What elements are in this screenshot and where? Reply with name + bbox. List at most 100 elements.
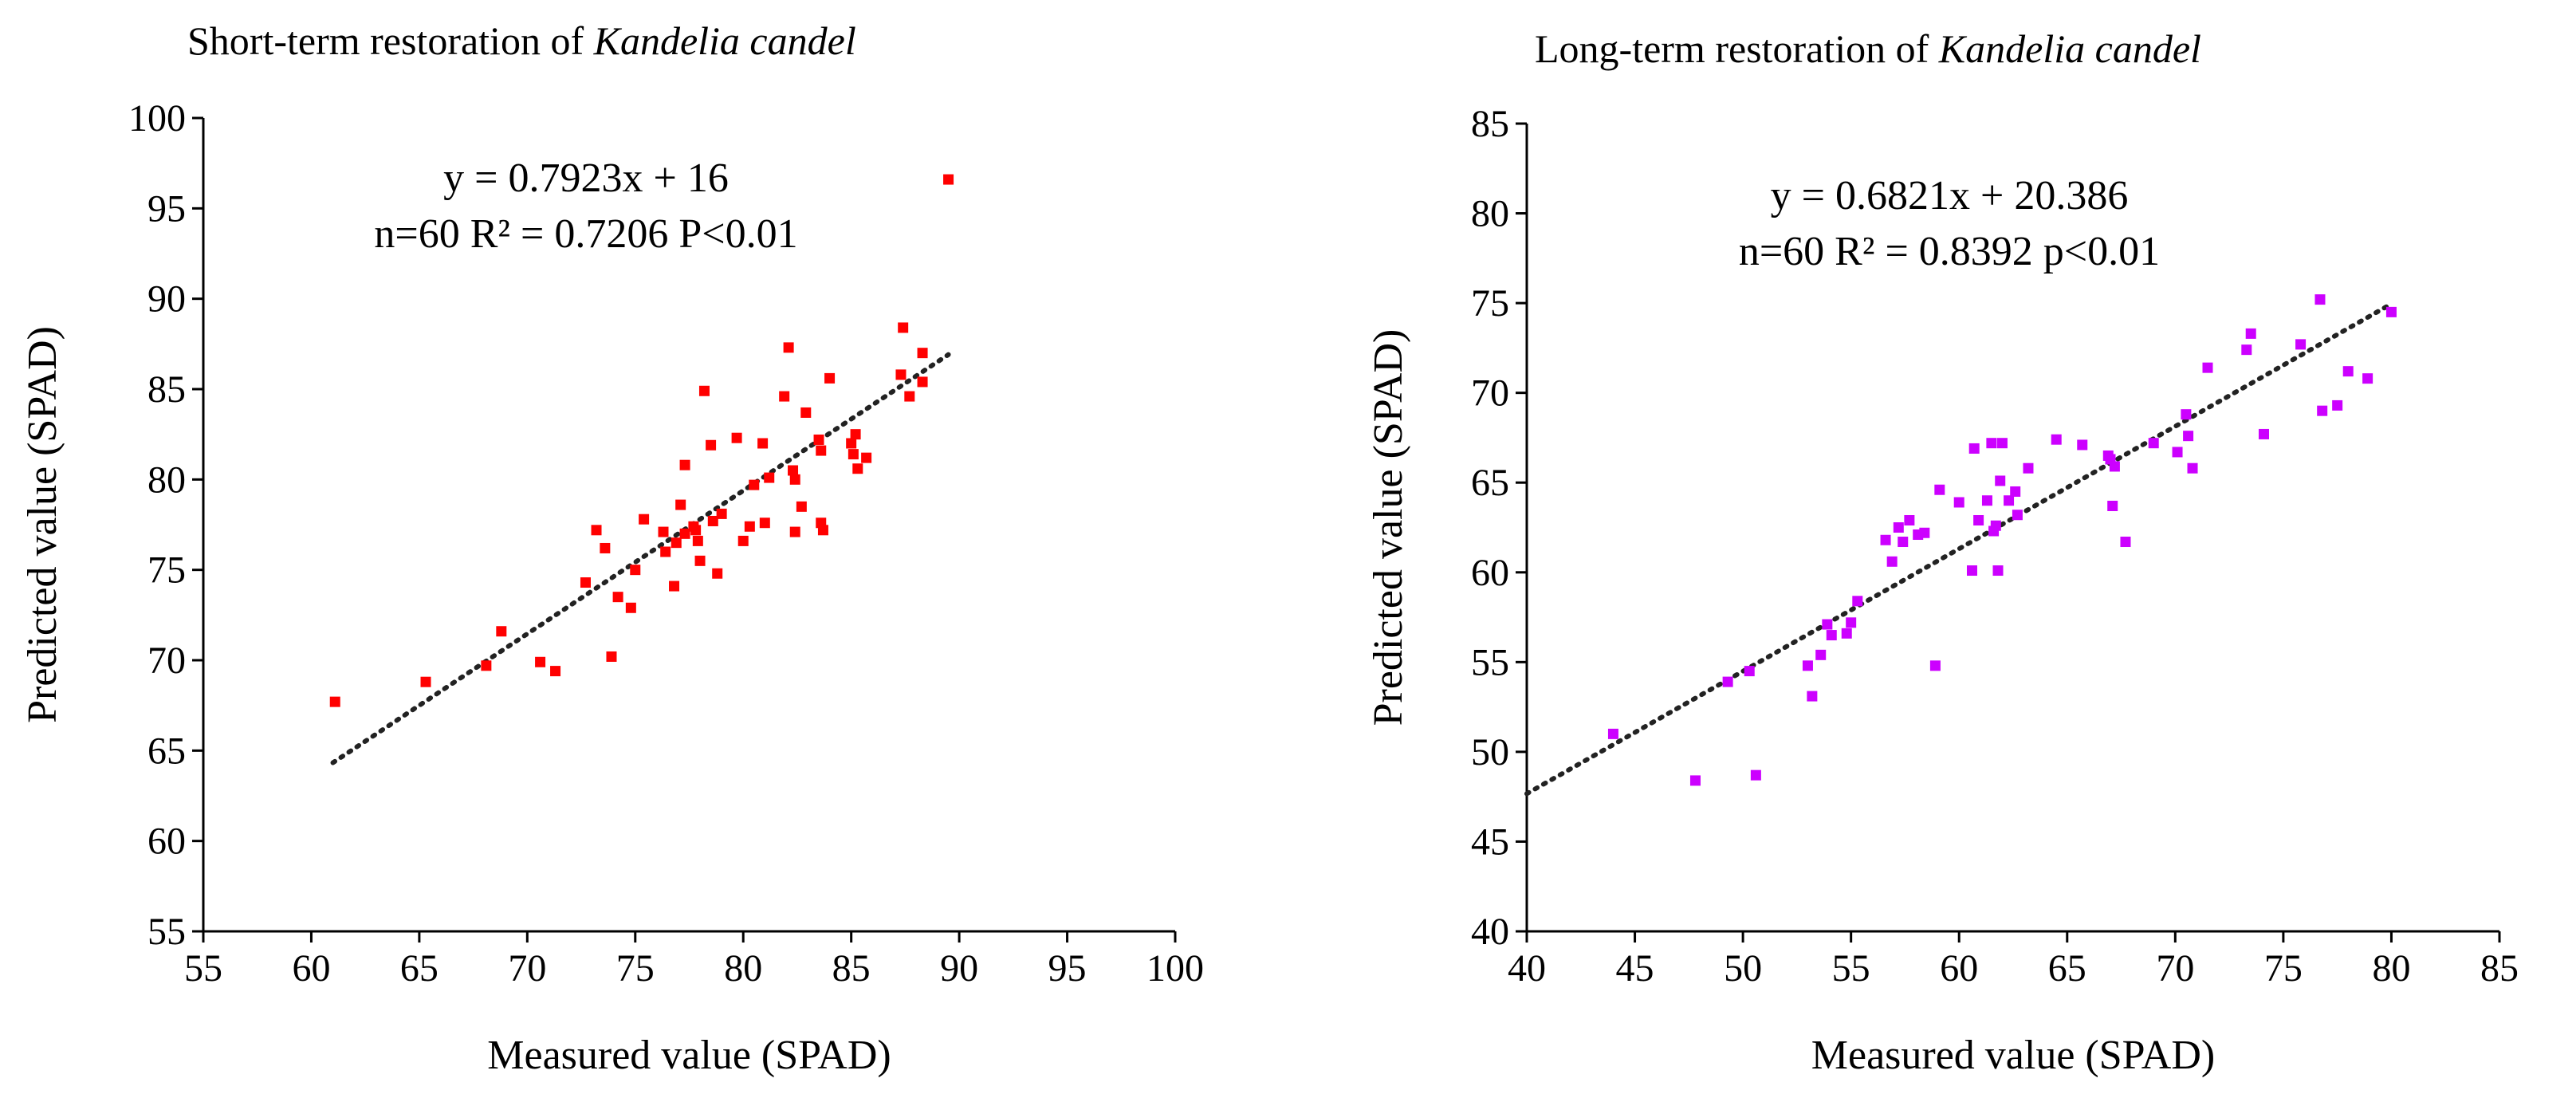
data-point <box>848 449 859 460</box>
data-point <box>698 385 710 396</box>
data-point <box>1898 537 1909 548</box>
x-tick-label: 80 <box>724 947 762 990</box>
data-point <box>796 501 807 512</box>
data-point <box>1995 475 2006 486</box>
data-point <box>2245 328 2256 339</box>
regression-stats: n=60 R² = 0.8392 p<0.01 <box>1739 229 2160 274</box>
data-point <box>744 521 755 532</box>
data-point <box>671 537 682 549</box>
data-point <box>1893 522 1904 533</box>
data-point <box>764 472 775 483</box>
data-point <box>707 515 718 526</box>
data-point <box>731 432 742 443</box>
short-term-chart: Short-term restoration of Kandelia cande… <box>20 18 1204 1078</box>
data-point <box>625 602 636 613</box>
chart-title: Short-term restoration of Kandelia cande… <box>187 18 856 63</box>
data-point <box>692 535 703 546</box>
data-point <box>1934 484 1945 495</box>
data-point <box>1852 596 1863 607</box>
data-point <box>2295 339 2307 350</box>
data-point <box>1929 660 1941 671</box>
data-point <box>2077 439 2088 451</box>
data-point <box>779 391 790 402</box>
data-point <box>658 526 669 537</box>
y-tick-label: 85 <box>1471 103 1509 145</box>
data-point <box>817 525 828 536</box>
y-tick-label: 75 <box>147 549 186 592</box>
y-tick-label: 50 <box>1471 731 1509 773</box>
data-point <box>675 499 686 510</box>
regression-equation: y = 0.6821x + 20.386 <box>1771 173 2129 218</box>
data-point <box>2010 486 2021 497</box>
data-point <box>2109 461 2120 472</box>
x-tick-label: 60 <box>1940 947 1978 990</box>
data-point <box>895 369 907 380</box>
data-point <box>1807 691 1818 702</box>
data-point <box>898 322 909 333</box>
data-point <box>1973 514 1984 525</box>
y-axis-label: Predicted value (SPAD) <box>1366 329 1411 726</box>
data-point <box>917 376 928 388</box>
x-tick-label: 95 <box>1048 947 1087 990</box>
data-point <box>694 555 706 566</box>
data-point <box>712 568 723 579</box>
x-tick-label: 100 <box>1146 947 1204 990</box>
data-point <box>789 474 800 485</box>
y-tick-label: 80 <box>147 458 186 501</box>
data-point <box>1750 769 1761 781</box>
data-point <box>917 348 928 359</box>
data-point <box>612 592 623 603</box>
data-point <box>1992 565 2004 577</box>
data-point <box>904 391 915 402</box>
data-point <box>2172 447 2183 458</box>
x-tick-label: 75 <box>2264 947 2303 990</box>
data-point <box>669 580 680 592</box>
data-point <box>1880 534 1891 545</box>
data-point <box>2187 462 2198 474</box>
data-point <box>1826 630 1837 641</box>
data-point <box>2148 438 2159 449</box>
data-point <box>788 465 799 476</box>
data-point <box>2183 431 2194 442</box>
data-point <box>1802 660 1813 671</box>
data-point <box>861 452 872 463</box>
data-point <box>1822 619 1833 630</box>
x-axis-label: Measured value (SPAD) <box>1811 1033 2215 1078</box>
data-point <box>1744 666 1755 677</box>
x-tick-label: 70 <box>2156 947 2194 990</box>
data-point <box>1886 556 1898 567</box>
data-point <box>580 577 591 588</box>
data-point <box>2107 500 2118 511</box>
y-tick-label: 90 <box>147 278 186 321</box>
data-point <box>2342 366 2354 377</box>
data-point <box>846 438 857 449</box>
data-point <box>2385 306 2397 317</box>
chart-title-species: Kandelia candel <box>593 18 856 63</box>
data-point <box>2332 399 2343 411</box>
data-point <box>1846 617 1857 628</box>
y-tick-label: 60 <box>1471 552 1509 594</box>
data-point <box>2004 495 2015 506</box>
data-point <box>759 518 770 529</box>
data-point <box>2012 510 2023 521</box>
data-point <box>1689 775 1701 786</box>
y-tick-label: 65 <box>147 730 186 772</box>
x-tick-label: 55 <box>1832 947 1870 990</box>
y-tick-label: 80 <box>1471 193 1509 235</box>
chart-title-prefix: Short-term restoration of <box>187 18 594 63</box>
data-point <box>2314 294 2326 305</box>
data-point <box>943 174 954 185</box>
data-point <box>850 429 861 440</box>
y-tick-label: 40 <box>1471 911 1509 953</box>
data-point <box>813 434 824 445</box>
data-point <box>481 660 492 671</box>
data-point <box>660 546 671 557</box>
data-point <box>1981 495 1992 506</box>
data-point <box>630 565 641 576</box>
data-point <box>737 535 749 546</box>
data-point <box>1988 525 2000 537</box>
data-point <box>1607 728 1618 739</box>
data-point <box>783 342 794 353</box>
data-point <box>679 528 690 539</box>
